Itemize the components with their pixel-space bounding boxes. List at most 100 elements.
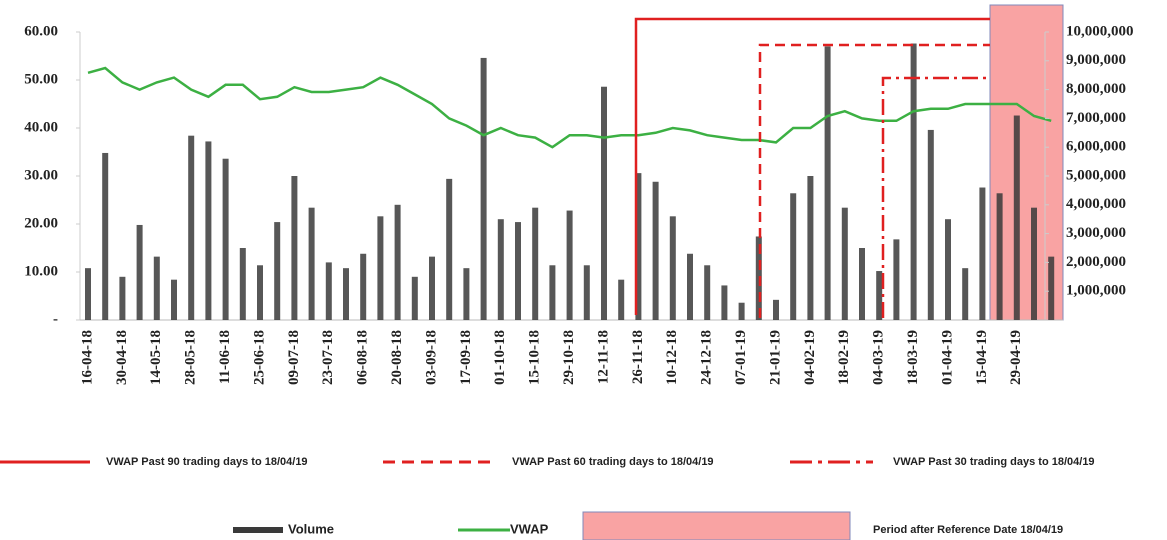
y2-tick-label: 5,000,000 <box>1066 167 1126 183</box>
volume-bar <box>515 222 521 320</box>
x-tick-label: 10-12-18 <box>664 330 680 385</box>
volume-bar <box>188 135 195 320</box>
plot-area <box>85 43 1055 321</box>
y2-tick-label: 10,000,000 <box>1066 23 1134 39</box>
legend-swatch <box>233 527 283 533</box>
y-tick-label: 30.00 <box>24 167 58 183</box>
x-tick-label: 25-06-18 <box>251 330 267 385</box>
legend-label: Volume <box>288 521 334 536</box>
volume-bar <box>429 256 435 320</box>
y-tick-label: 60.00 <box>24 23 58 39</box>
volume-bar <box>841 207 848 320</box>
bracket-60-days <box>758 43 990 318</box>
volume-bar <box>532 207 539 320</box>
y2-tick-label: 4,000,000 <box>1066 196 1126 212</box>
x-tick-label: 04-03-19 <box>871 330 887 385</box>
volume-bar <box>773 299 779 320</box>
x-tick-label: 14-05-18 <box>148 330 164 385</box>
x-tick-label: 29-10-18 <box>561 330 577 385</box>
volume-bar <box>480 57 487 321</box>
y2-tick-label: 9,000,000 <box>1066 52 1126 68</box>
volume-bar <box>343 268 349 320</box>
volume-bar <box>549 265 556 320</box>
x-tick-label: 23-07-18 <box>320 330 336 385</box>
volume-bar <box>859 248 865 320</box>
volume-bar <box>274 222 281 320</box>
volume-bar <box>618 279 625 320</box>
volume-bar <box>1031 207 1037 320</box>
volume-bar <box>257 265 263 320</box>
volume-bar <box>171 279 177 320</box>
y2-tick-label: 7,000,000 <box>1066 110 1126 126</box>
volume-bar <box>102 152 109 320</box>
bracket-30-days <box>881 76 990 318</box>
y-tick-label: - <box>53 311 58 327</box>
volume-bar <box>979 187 986 320</box>
legend-text: VWAP Past 60 trading days to 18/04/19 <box>512 456 714 468</box>
volume-bar <box>1048 256 1055 320</box>
volume-bar <box>824 46 831 321</box>
legend-text: VWAP Past 30 trading days to 18/04/19 <box>893 456 1095 468</box>
x-tick-label: 01-10-18 <box>492 330 508 385</box>
y-tick-label: 20.00 <box>24 215 58 231</box>
legend-text: Period after Reference Date 18/04/19 <box>873 524 1063 536</box>
volume-bar <box>721 285 728 320</box>
x-tick-label: 17-09-18 <box>458 330 474 385</box>
x-tick-label: 29-04-19 <box>1008 330 1024 385</box>
volume-bar <box>583 265 590 320</box>
bracket-90-days <box>634 17 990 315</box>
volume-bar <box>136 224 143 320</box>
y2-tick-label: 8,000,000 <box>1066 81 1126 97</box>
volume-bar <box>85 268 91 320</box>
vwap-line <box>87 66 1052 149</box>
x-tick-label: 16-04-18 <box>79 330 95 385</box>
x-tick-label: 18-02-19 <box>836 330 852 385</box>
volume-bar <box>876 271 883 320</box>
x-tick-label: 15-04-19 <box>974 330 990 385</box>
y2-tick-label: 2,000,000 <box>1066 254 1126 270</box>
volume-bar <box>153 256 160 320</box>
volume-bar <box>893 239 900 320</box>
x-tick-label: 04-02-19 <box>802 330 818 385</box>
volume-bar <box>962 268 969 320</box>
volume-bar <box>566 210 573 320</box>
y2-tick-label: 6,000,000 <box>1066 139 1126 155</box>
volume-bar <box>687 253 693 320</box>
x-tick-label: 01-04-19 <box>939 330 955 385</box>
x-tick-label: 30-04-18 <box>114 330 130 385</box>
legend-label: VWAP <box>510 521 549 536</box>
volume-bar <box>291 176 298 320</box>
volume-bar <box>1013 115 1020 321</box>
volume-bar <box>325 262 332 320</box>
volume-bar <box>910 43 917 321</box>
legend-period-swatch <box>582 511 851 540</box>
volume-bar <box>790 193 797 320</box>
volume-bar <box>239 248 246 320</box>
x-tick-label: 11-06-18 <box>217 330 233 384</box>
legend: VWAP Past 90 trading days to 18/04/19 VW… <box>0 456 1095 540</box>
volume-bar <box>377 216 384 320</box>
volume-bar <box>411 276 418 320</box>
volume-bar <box>394 204 401 320</box>
x-tick-label: 03-09-18 <box>423 330 439 385</box>
x-tick-label: 28-05-18 <box>183 330 199 385</box>
x-tick-label: 26-11-18 <box>630 330 646 384</box>
x-tick-label: 06-08-18 <box>355 330 371 385</box>
volume-bar <box>652 181 659 320</box>
volume-bar <box>119 276 126 320</box>
x-tick-label: 18-03-19 <box>905 330 921 385</box>
x-tick-label: 21-01-19 <box>767 330 783 385</box>
volume-bar <box>308 207 315 320</box>
y2-tick-label: 1,000,000 <box>1066 283 1126 299</box>
y-tick-label: 50.00 <box>24 71 58 87</box>
volume-bar <box>738 302 745 320</box>
y-tick-label: 40.00 <box>24 119 58 135</box>
volume-bar <box>996 193 1003 320</box>
volume-bar <box>360 253 367 320</box>
x-tick-label: 20-08-18 <box>389 330 405 385</box>
volume-bar <box>669 216 676 320</box>
x-tick-label: 24-12-18 <box>699 330 715 385</box>
x-tick-label: 07-01-19 <box>733 330 749 385</box>
volume-bar <box>704 265 711 320</box>
